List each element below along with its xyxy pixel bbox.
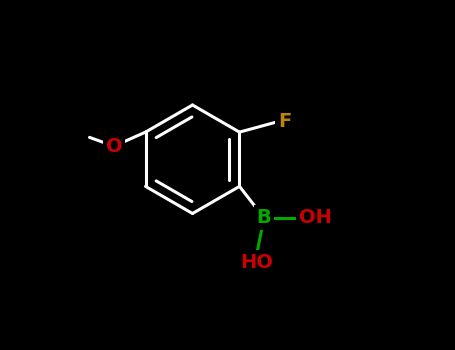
Text: OH: OH xyxy=(299,208,332,228)
Text: B: B xyxy=(257,208,271,228)
Text: HO: HO xyxy=(241,253,273,272)
Text: F: F xyxy=(278,112,291,131)
Text: O: O xyxy=(106,136,122,156)
